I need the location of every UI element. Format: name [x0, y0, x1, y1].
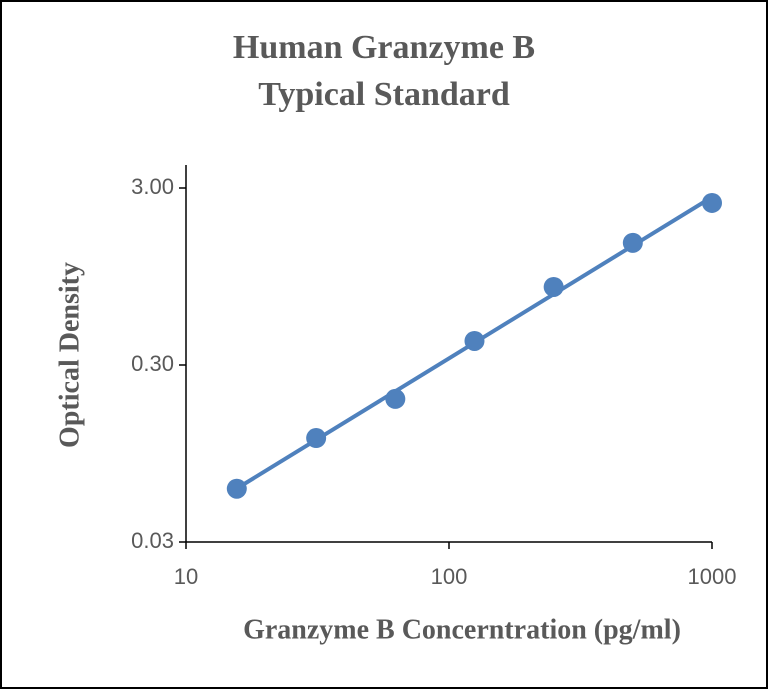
- y-tick-label: 3.00: [131, 174, 174, 199]
- x-axis-label: Granzyme B Concerntration (pg/ml): [243, 614, 681, 645]
- data-point: [306, 428, 327, 449]
- data-point: [226, 478, 247, 499]
- chart-title: Typical Standard: [258, 76, 510, 113]
- x-tick-label: 100: [431, 564, 468, 589]
- x-tick-label: 1000: [688, 564, 737, 589]
- y-tick-label: 0.30: [131, 351, 174, 376]
- data-point: [464, 330, 485, 351]
- data-point: [622, 232, 643, 253]
- data-point: [702, 192, 722, 213]
- x-tick-label: 10: [174, 564, 198, 589]
- y-tick-label: 0.03: [131, 528, 174, 553]
- y-axis-label: Optical Density: [54, 262, 85, 448]
- data-point: [385, 388, 406, 409]
- chart-title: Human Granzyme B: [233, 29, 535, 66]
- data-point: [543, 276, 564, 297]
